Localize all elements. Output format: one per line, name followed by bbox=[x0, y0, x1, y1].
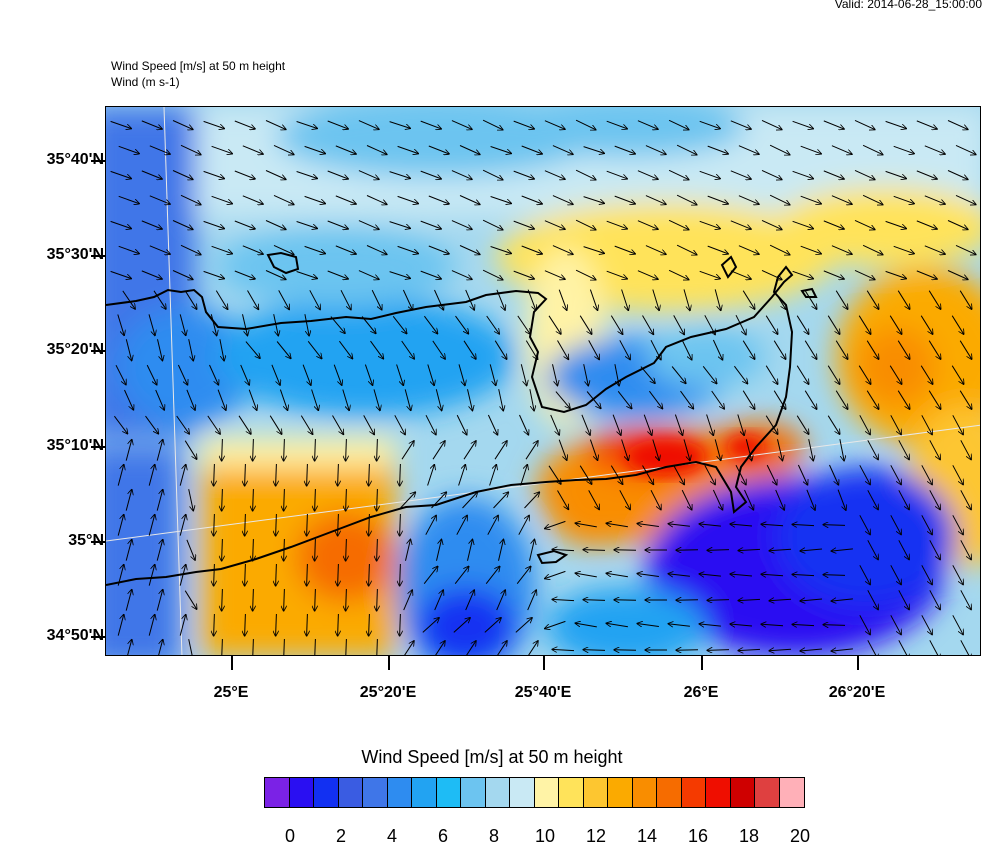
colorbar-swatch bbox=[559, 778, 584, 807]
colorbar-label: 18 bbox=[739, 826, 759, 847]
colorbar-swatch bbox=[290, 778, 315, 807]
colorbar-label: 12 bbox=[586, 826, 606, 847]
colorbar-swatch bbox=[535, 778, 560, 807]
colorbar-swatch bbox=[265, 778, 290, 807]
colorbar-label: 6 bbox=[438, 826, 448, 847]
colorbar-label: 4 bbox=[387, 826, 397, 847]
colorbar-swatch bbox=[510, 778, 535, 807]
lat-tick bbox=[91, 636, 105, 638]
colorbar-swatch bbox=[412, 778, 437, 807]
colorbar-label: 10 bbox=[535, 826, 555, 847]
lon-tick bbox=[231, 656, 233, 670]
colorbar-label: 14 bbox=[637, 826, 657, 847]
colorbar-swatch bbox=[363, 778, 388, 807]
lon-tick bbox=[388, 656, 390, 670]
vector-title: Wind (m s-1) bbox=[111, 75, 180, 89]
colorbar-swatch bbox=[339, 778, 364, 807]
colorbar-label: 20 bbox=[790, 826, 810, 847]
colorbar-swatch bbox=[780, 778, 805, 807]
lon-label: 25°E bbox=[214, 684, 249, 702]
colorbar-title: Wind Speed [m/s] at 50 m height bbox=[0, 747, 984, 768]
colorbar-swatch bbox=[486, 778, 511, 807]
colorbar-swatch bbox=[633, 778, 658, 807]
lat-tick bbox=[91, 350, 105, 352]
lon-label: 26°20'E bbox=[829, 684, 885, 702]
field-title: Wind Speed [m/s] at 50 m height bbox=[111, 59, 285, 73]
colorbar-swatch bbox=[682, 778, 707, 807]
lon-tick bbox=[701, 656, 703, 670]
colorbar-label: 8 bbox=[489, 826, 499, 847]
colorbar-swatch bbox=[314, 778, 339, 807]
colorbar-swatch bbox=[731, 778, 756, 807]
colorbar-swatch bbox=[437, 778, 462, 807]
lat-tick bbox=[91, 541, 105, 543]
lon-tick bbox=[857, 656, 859, 670]
colorbar-swatch bbox=[584, 778, 609, 807]
colorbar-label: 0 bbox=[285, 826, 295, 847]
lat-tick bbox=[91, 446, 105, 448]
colorbar-swatch bbox=[388, 778, 413, 807]
lon-label: 25°20'E bbox=[360, 684, 416, 702]
colorbar-label: 2 bbox=[336, 826, 346, 847]
lon-label: 25°40'E bbox=[515, 684, 571, 702]
colorbar-swatch bbox=[706, 778, 731, 807]
valid-time: Valid: 2014-06-28_15:00:00 bbox=[835, 0, 982, 11]
wind-map bbox=[106, 107, 981, 656]
lat-tick bbox=[91, 160, 105, 162]
lat-tick bbox=[91, 255, 105, 257]
colorbar-swatch bbox=[657, 778, 682, 807]
colorbar-swatch bbox=[755, 778, 780, 807]
lon-tick bbox=[543, 656, 545, 670]
colorbar-label: 16 bbox=[688, 826, 708, 847]
colorbar-swatch bbox=[461, 778, 486, 807]
colorbar bbox=[264, 777, 805, 808]
colorbar-swatch bbox=[608, 778, 633, 807]
lon-label: 26°E bbox=[684, 684, 719, 702]
map-panel bbox=[105, 106, 981, 656]
